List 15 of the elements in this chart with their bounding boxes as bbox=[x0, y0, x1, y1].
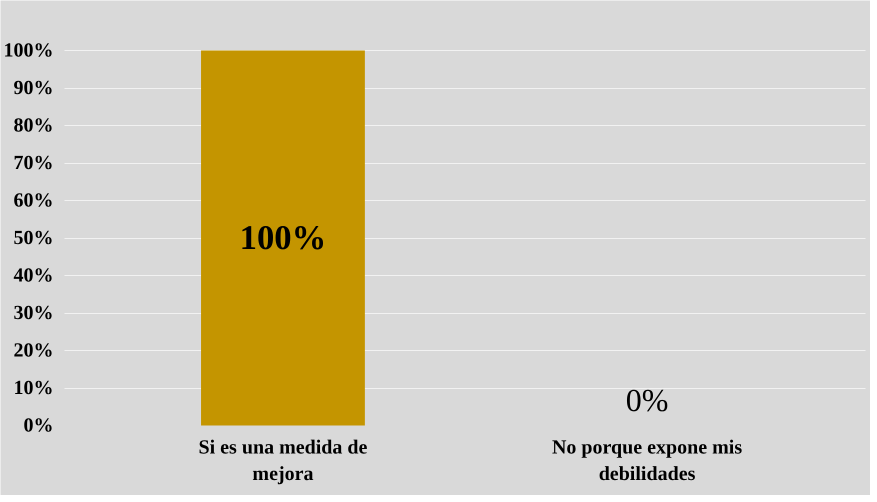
y-tick-label: 80% bbox=[14, 114, 54, 136]
y-tick-label: 30% bbox=[14, 302, 54, 324]
y-tick-label: 40% bbox=[14, 264, 54, 286]
y-tick-label: 50% bbox=[14, 227, 54, 249]
y-tick-label: 70% bbox=[14, 152, 54, 174]
data-label: 0% bbox=[626, 382, 668, 418]
y-tick-label: 0% bbox=[24, 414, 54, 436]
y-tick-label: 100% bbox=[4, 40, 54, 62]
y-tick-label: 90% bbox=[14, 77, 54, 99]
x-tick-label: No porque expone mis debilidades bbox=[552, 436, 742, 485]
y-tick-label: 60% bbox=[14, 190, 54, 212]
y-tick-label: 20% bbox=[14, 340, 54, 362]
data-label: 100% bbox=[240, 219, 326, 257]
x-tick-label: Si es una medida de mejora bbox=[198, 436, 368, 485]
y-tick-label: 10% bbox=[14, 377, 54, 399]
